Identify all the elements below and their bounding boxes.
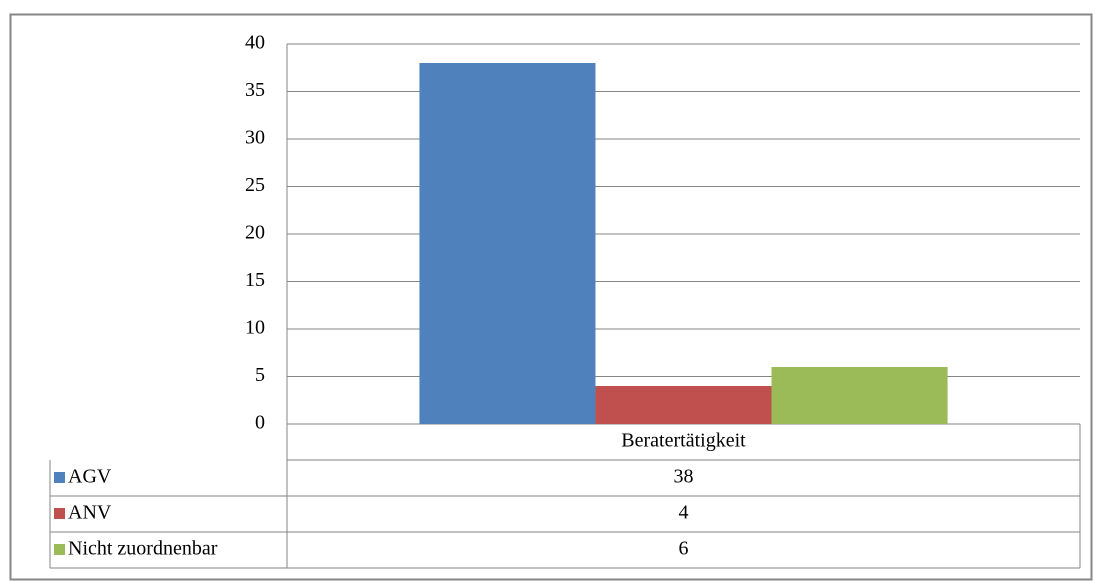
y-tick-label: 5 xyxy=(255,364,265,386)
legend-swatch xyxy=(54,508,65,519)
legend-label: ANV xyxy=(68,502,112,524)
bar xyxy=(771,367,948,424)
legend-swatch xyxy=(54,544,65,555)
table-value: 38 xyxy=(674,466,694,488)
table-value: 4 xyxy=(679,502,689,524)
y-tick-label: 40 xyxy=(245,32,265,54)
y-tick-label: 30 xyxy=(245,127,265,149)
table-value: 6 xyxy=(679,538,689,560)
bar xyxy=(419,63,596,424)
y-tick-label: 35 xyxy=(245,79,265,101)
y-tick-label: 0 xyxy=(255,412,265,434)
category-label: Beratertätigkeit xyxy=(621,430,746,452)
y-tick-label: 15 xyxy=(245,269,265,291)
legend-swatch xyxy=(54,472,65,483)
bar xyxy=(595,386,772,424)
y-tick-label: 25 xyxy=(245,174,265,196)
y-tick-label: 10 xyxy=(245,317,265,339)
y-tick-label: 20 xyxy=(245,222,265,244)
legend-label: Nicht zuordnenbar xyxy=(68,538,218,560)
legend-label: AGV xyxy=(68,466,112,488)
